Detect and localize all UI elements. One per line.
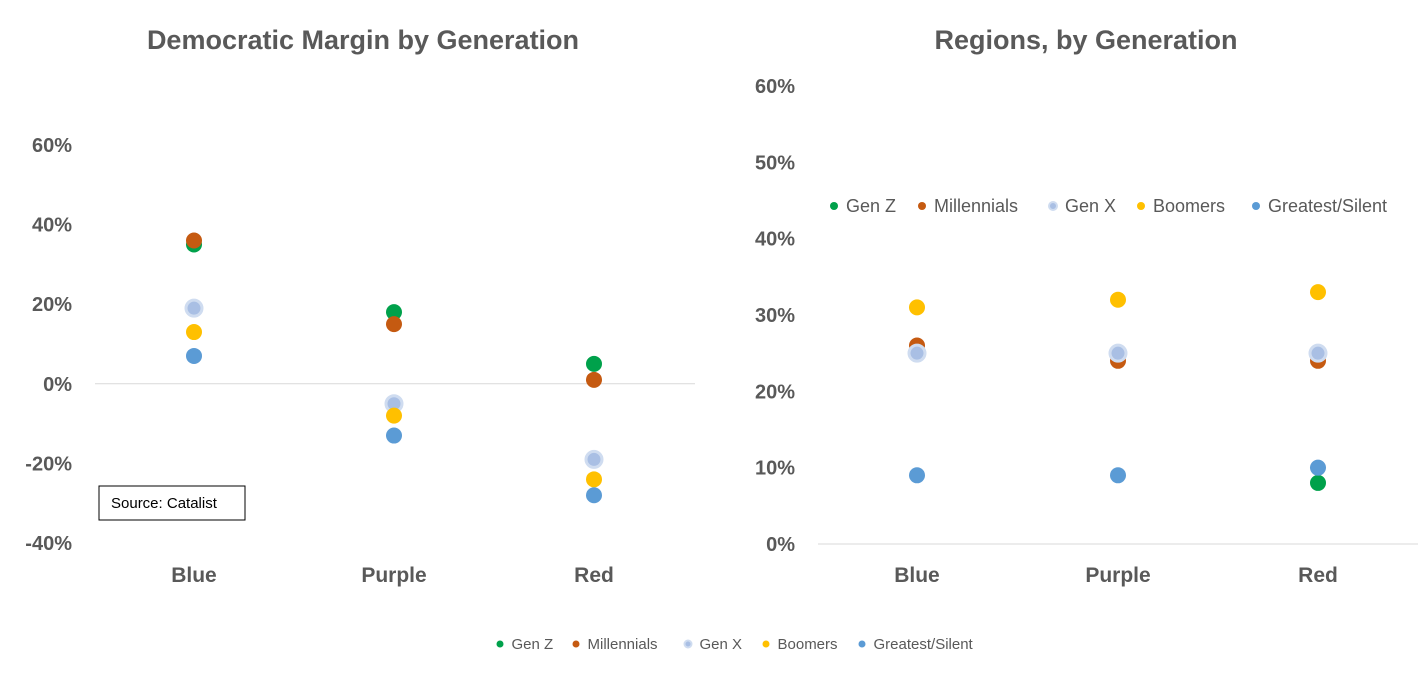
y-tick-label: 10% <box>755 458 795 480</box>
legend-marker-gen-x <box>1048 201 1058 211</box>
legend-marker-gen-z <box>830 202 838 210</box>
point-greatest-silent-blue <box>909 467 925 484</box>
point-gen-x-purple <box>1108 343 1128 363</box>
legend-item-greatest-silent: Greatest/Silent <box>858 636 974 653</box>
legend-label-gen-x: Gen X <box>1065 196 1116 216</box>
y-tick-label: 60% <box>755 76 795 98</box>
source-box-border <box>98 485 246 521</box>
chart-right-points <box>907 284 1328 491</box>
legend-marker-millennials <box>572 640 580 648</box>
y-tick-label: -40% <box>25 533 72 555</box>
point-greatest-silent-red <box>1310 459 1326 476</box>
point-greatest-silent-purple <box>386 427 402 444</box>
legend-marker-millennials <box>918 202 926 210</box>
legend-label-millennials: Millennials <box>934 196 1018 216</box>
point-boomers-blue <box>909 299 925 316</box>
chart-right-title: Regions, by Generation <box>934 25 1237 55</box>
category-label-purple: Purple <box>361 564 426 587</box>
legend-item-millennials: Millennials <box>572 636 658 653</box>
chart-right-categories: Blue Purple Red <box>894 564 1338 587</box>
category-label-red: Red <box>574 564 614 587</box>
point-gen-x-blue <box>907 343 927 363</box>
point-boomers-blue <box>186 324 202 341</box>
y-tick-label: 20% <box>32 294 72 316</box>
legend-item-boomers: Boomers <box>762 636 838 653</box>
legend-label-greatest-silent: Greatest/Silent <box>874 636 974 653</box>
bottom-legend: Gen Z Millennials Gen X Boomers Greatest/Sil… <box>496 636 974 653</box>
legend-item-gen-z: Gen Z <box>830 196 896 216</box>
point-boomers-purple <box>1110 291 1126 308</box>
point-greatest-silent-blue <box>186 347 202 364</box>
category-label-purple: Purple <box>1085 564 1150 587</box>
chart-left-points <box>184 232 604 504</box>
category-label-red: Red <box>1298 564 1338 587</box>
point-gen-z-purple <box>386 304 402 321</box>
legend-label-gen-x: Gen X <box>700 636 743 653</box>
y-tick-label: 0% <box>766 534 795 556</box>
point-gen-x-blue <box>184 298 204 318</box>
point-millennials-red <box>586 371 602 388</box>
legend-label-gen-z: Gen Z <box>846 196 896 216</box>
legend-item-greatest-silent: Greatest/Silent <box>1252 196 1387 216</box>
y-tick-label: 60% <box>32 135 72 157</box>
chart-left-title: Democratic Margin by Generation <box>147 25 579 55</box>
category-label-blue: Blue <box>894 564 940 587</box>
y-tick-label: 30% <box>755 305 795 327</box>
point-greatest-silent-red <box>586 487 602 504</box>
category-label-blue: Blue <box>171 564 217 587</box>
point-greatest-silent-purple <box>1110 467 1126 484</box>
legend-item-boomers: Boomers <box>1137 196 1225 216</box>
legend-label-boomers: Boomers <box>778 636 838 653</box>
chart-left-categories: Blue Purple Red <box>171 564 614 587</box>
chart-left-y-ticks: 60% 40% 20% 0% -20% -40% <box>25 135 72 555</box>
legend-item-gen-x: Gen X <box>683 636 743 653</box>
y-tick-label: 40% <box>755 229 795 251</box>
y-tick-label: 50% <box>755 152 795 174</box>
legend-item-gen-x: Gen X <box>1048 196 1116 216</box>
legend-label-gen-z: Gen Z <box>512 636 554 653</box>
legend-marker-boomers <box>762 640 770 648</box>
legend-item-gen-z: Gen Z <box>496 636 554 653</box>
chart-right-legend: Gen Z Millennials Gen X Boomers Greatest/Sil… <box>830 196 1387 216</box>
y-tick-label: 20% <box>755 381 795 403</box>
legend-marker-greatest-silent <box>858 640 866 648</box>
source-box: Source: Catalist <box>98 485 246 521</box>
point-millennials-purple <box>386 316 402 333</box>
point-gen-x-red <box>1308 343 1328 363</box>
chart-left: Democratic Margin by Generation 60% 40% 20… <box>25 25 695 587</box>
point-boomers-purple <box>386 407 402 424</box>
legend-marker-greatest-silent <box>1252 202 1260 210</box>
y-tick-label: 40% <box>32 215 72 237</box>
point-millennials-blue <box>186 232 202 249</box>
point-gen-x-red <box>584 449 604 469</box>
legend-marker-gen-x <box>683 639 693 649</box>
y-tick-label: 0% <box>43 374 72 396</box>
legend-marker-gen-z <box>496 640 504 648</box>
legend-label-millennials: Millennials <box>588 636 658 653</box>
chart-right-y-ticks: 60% 50% 40% 30% 20% 10% 0% <box>755 76 795 556</box>
point-gen-z-red <box>1310 474 1326 491</box>
point-gen-z-red <box>586 355 602 372</box>
legend-label-boomers: Boomers <box>1153 196 1225 216</box>
point-boomers-red <box>586 471 602 488</box>
y-tick-label: -20% <box>25 453 72 475</box>
legend-item-millennials: Millennials <box>918 196 1018 216</box>
source-text: Source: Catalist <box>111 495 218 512</box>
legend-label-greatest-silent: Greatest/Silent <box>1268 196 1387 216</box>
point-boomers-red <box>1310 284 1326 301</box>
chart-right: Regions, by Generation 60% 50% 40% 30% 20% 10… <box>755 25 1418 587</box>
legend-marker-boomers <box>1137 202 1145 210</box>
